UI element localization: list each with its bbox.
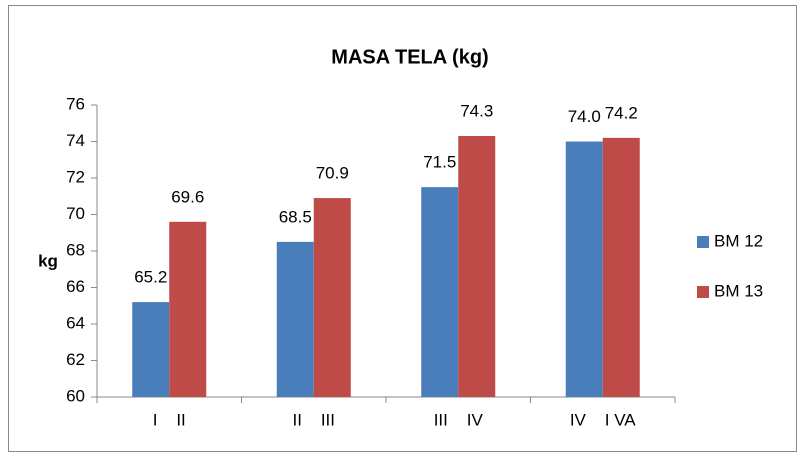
bar: [132, 302, 170, 397]
legend-label: BM 12: [714, 231, 763, 250]
data-label: 74.2: [605, 103, 638, 122]
x-tick-label: III IV: [434, 410, 484, 429]
data-label: 70.9: [316, 164, 349, 183]
legend-label: BM 13: [714, 281, 763, 300]
y-tick-label: 64: [66, 313, 85, 332]
y-axis-label: kg: [38, 251, 58, 270]
y-tick-label: 72: [66, 167, 85, 186]
bar: [602, 137, 640, 397]
y-tick-label: 62: [66, 350, 85, 369]
data-label: 71.5: [423, 153, 456, 172]
chart-border: [8, 5, 797, 452]
data-label: 74.3: [460, 102, 493, 121]
x-tick-label: I II: [153, 410, 186, 429]
bar: [565, 141, 603, 397]
y-tick-label: 76: [66, 94, 85, 113]
bar: [169, 221, 207, 397]
x-tick-label: II III: [292, 410, 335, 429]
bar: [458, 136, 496, 397]
bar: [313, 198, 351, 397]
y-tick-label: 60: [66, 386, 85, 405]
data-label: 68.5: [279, 207, 312, 226]
data-label: 74.0: [568, 107, 601, 126]
x-tick-label: IV I VA: [570, 410, 636, 429]
y-tick-label: 66: [66, 277, 85, 296]
data-label: 65.2: [134, 268, 167, 287]
bar: [421, 187, 459, 397]
data-label: 69.6: [171, 187, 204, 206]
bar: [276, 241, 314, 397]
legend-swatch: [697, 236, 709, 248]
y-tick-label: 70: [66, 204, 85, 223]
chart-title: MASA TELA (kg): [331, 46, 488, 68]
legend-swatch: [697, 286, 709, 298]
y-tick-label: 74: [66, 131, 85, 150]
y-tick-label: 68: [66, 240, 85, 259]
